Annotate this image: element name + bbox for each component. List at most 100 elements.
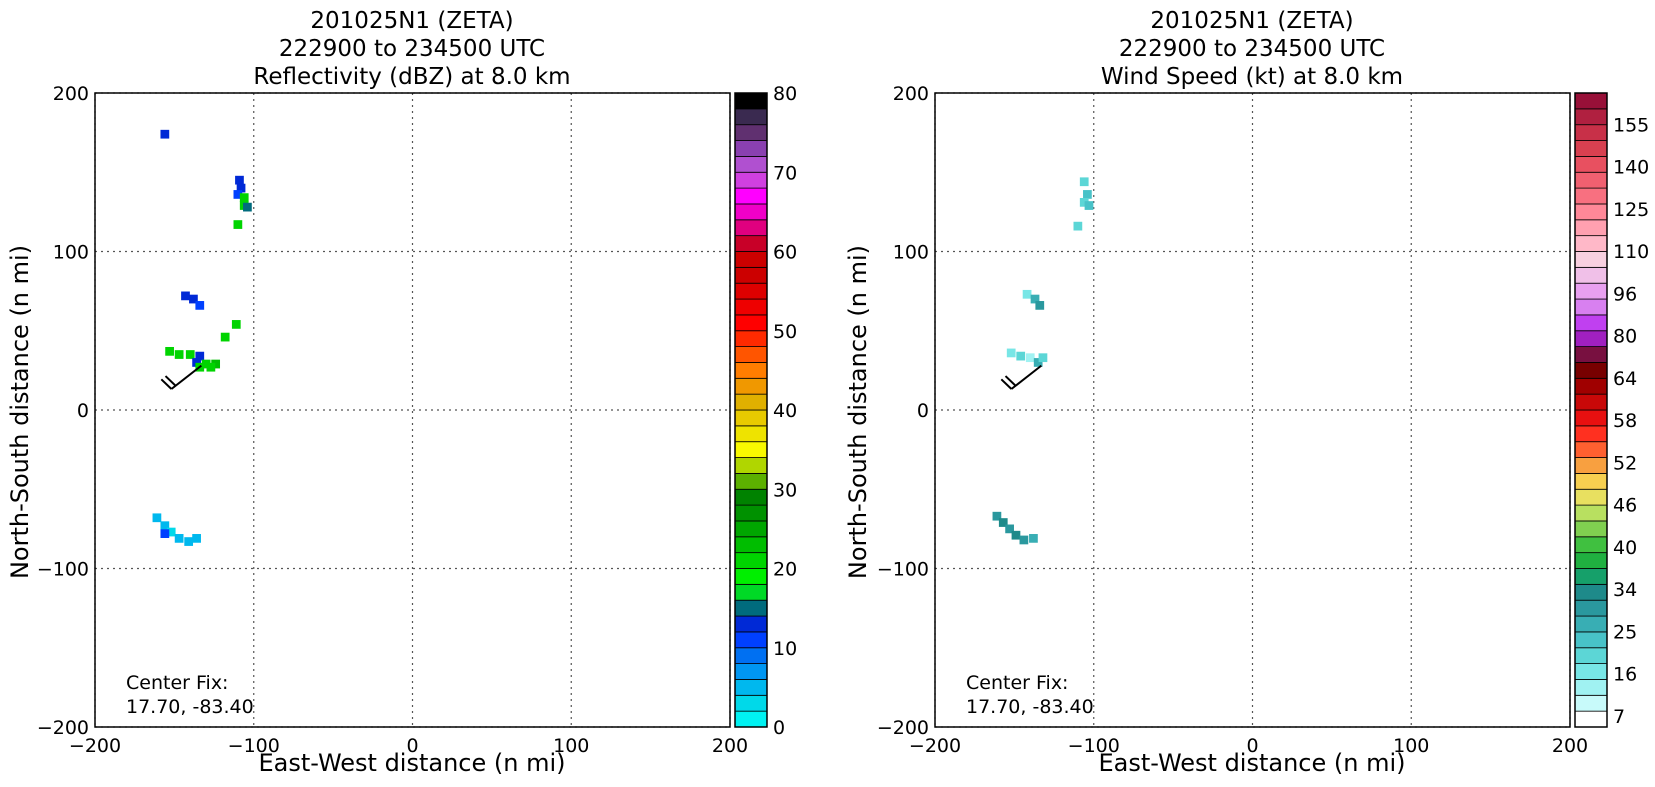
colorbar-tick-label: 64: [1613, 368, 1637, 390]
x-tick-label: 200: [1552, 735, 1588, 757]
y-tick-label: −100: [877, 559, 929, 581]
y-tick-label: 100: [893, 242, 929, 264]
colorbar-segment: [734, 235, 768, 252]
x-tick-labels: −200 −100 0 100 200: [69, 735, 748, 757]
colorbar-segment: [1574, 710, 1608, 728]
colorbar-segment: [1574, 235, 1608, 252]
data-cell: [192, 534, 201, 543]
colorbar-segment: [734, 251, 768, 268]
colorbar-segment: [1574, 583, 1608, 601]
colorbar-segment: [1574, 536, 1608, 554]
colorbar-segment: [1574, 266, 1608, 284]
y-tick-label: −100: [37, 559, 89, 581]
data-cell: [1079, 197, 1089, 207]
data-cell: [206, 362, 216, 372]
data-cell: [166, 527, 176, 537]
colorbar-segment: [1574, 219, 1608, 237]
grid: [94, 92, 731, 728]
colorbar-segment: [1574, 568, 1608, 585]
colorbar-tick-label: 125: [1613, 199, 1649, 221]
data-cell: [998, 518, 1008, 527]
colorbar-segment: [1574, 362, 1608, 379]
x-tick-label: 200: [712, 735, 748, 757]
colorbar-segment: [734, 266, 768, 284]
wind-barb: [160, 364, 202, 390]
colorbar-segment: [1574, 330, 1608, 348]
data-cells: [992, 177, 1094, 545]
colorbar-segment: [734, 171, 768, 189]
center-fix-label: Center Fix:: [966, 672, 1068, 694]
colorbar-segment: [734, 92, 768, 110]
colorbar-segment: [1574, 552, 1608, 569]
data-cell: [174, 350, 184, 359]
colorbar-segment: [734, 393, 768, 411]
colorbar-segment: [734, 362, 768, 379]
colorbar-segment: [1574, 187, 1608, 205]
colorbar-tick-label: 60: [773, 242, 797, 264]
colorbar-segment: [734, 187, 768, 205]
data-cell: [231, 320, 241, 329]
data-cell: [1033, 358, 1043, 367]
data-cell: [1011, 530, 1021, 540]
data-cell: [201, 359, 211, 369]
colorbar-tick-label: 40: [773, 400, 797, 422]
y-tick-label: 0: [77, 400, 89, 422]
colorbar-segment: [1574, 314, 1608, 332]
data-cell: [185, 350, 195, 359]
colorbar-segment: [734, 219, 768, 237]
colorbar-segment: [734, 457, 768, 474]
data-cell: [1084, 201, 1094, 210]
title-line-3: Wind Speed (kt) at 8.0 km: [1101, 64, 1403, 90]
colorbar-tick-label: 40: [1613, 537, 1637, 559]
x-tick-label: 100: [1393, 735, 1429, 757]
colorbar-segment: [734, 536, 768, 554]
data-cell: [1073, 221, 1083, 231]
x-tick-label: 100: [553, 735, 589, 757]
y-axis-label: North-South distance (n mi): [844, 245, 872, 579]
data-cell: [1022, 289, 1032, 299]
data-cell: [1006, 348, 1016, 358]
colorbar-segment: [1574, 441, 1608, 458]
colorbar-tick-label: 20: [773, 559, 797, 581]
data-cell: [233, 190, 243, 199]
wind-barb: [1000, 364, 1042, 390]
colorbar-segment: [734, 663, 768, 680]
colorbar-tick-label: 80: [1613, 326, 1637, 348]
colorbar-segment: [734, 504, 768, 522]
wind-barb-feather: [1000, 378, 1013, 390]
data-cell: [235, 175, 244, 185]
colorbar-segment: [734, 203, 768, 221]
colorbar-segment: [1574, 377, 1608, 395]
colorbar-segment: [1574, 92, 1608, 110]
colorbar-segment: [1574, 346, 1608, 363]
colorbar-segment: [1574, 282, 1608, 300]
data-cell: [152, 513, 162, 523]
colorbar-segment: [1574, 488, 1608, 506]
colorbar-tick-label: 25: [1613, 621, 1637, 643]
colorbar-segment: [1574, 393, 1608, 411]
colorbar-segment: [734, 710, 768, 728]
colorbar-segment: [734, 330, 768, 348]
x-tick-label: −200: [909, 735, 961, 757]
data-cell: [233, 220, 243, 229]
colorbar-tick-label: 34: [1613, 579, 1637, 601]
x-axis-label: East-West distance (n mi): [258, 749, 565, 777]
colorbar-tick-label: 7: [1613, 706, 1625, 728]
colorbar-segment: [734, 124, 768, 141]
wind-barb-feather: [1004, 375, 1017, 387]
colorbar-tick-label: 70: [773, 162, 797, 184]
colorbar-tick-label: 46: [1613, 495, 1637, 517]
colorbar: 0 10 20 30 40 50 60 70 80: [734, 83, 797, 739]
wind-barb-staff: [170, 364, 202, 390]
data-cell: [1030, 294, 1040, 304]
colorbar-tick-label: 30: [773, 479, 797, 501]
center-fix-label: Center Fix:: [126, 672, 228, 694]
colorbar-segment: [1574, 298, 1608, 316]
data-cell: [1005, 524, 1014, 534]
colorbar-segment: [734, 472, 768, 490]
data-cell: [1016, 351, 1026, 361]
data-cell: [160, 521, 170, 531]
colorbar-segment: [1574, 631, 1608, 649]
grid: [934, 92, 1571, 728]
